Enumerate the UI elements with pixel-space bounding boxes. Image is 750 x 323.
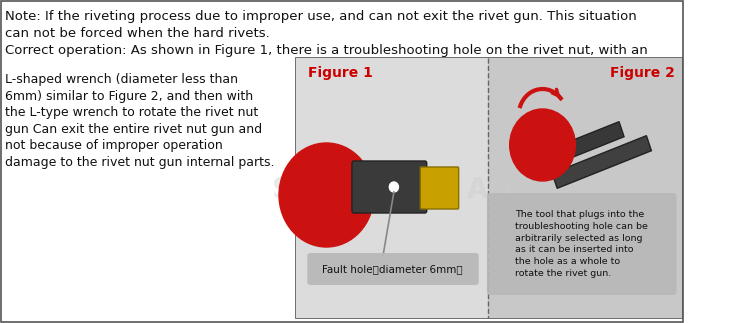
Text: Figure 2: Figure 2 (610, 66, 675, 80)
Text: 6mm) similar to Figure 2, and then with: 6mm) similar to Figure 2, and then with (5, 89, 254, 102)
Text: the L-type wrench to rotate the rivet nut: the L-type wrench to rotate the rivet nu… (5, 106, 259, 119)
Text: damage to the rivet nut gun internal parts.: damage to the rivet nut gun internal par… (5, 155, 275, 169)
FancyBboxPatch shape (352, 161, 427, 213)
Text: The tool that plugs into the
troubleshooting hole can be
arbitrarily selected as: The tool that plugs into the troubleshoo… (515, 210, 648, 278)
Text: Note: If the riveting process due to improper use, and can not exit the rivet gu: Note: If the riveting process due to imp… (5, 10, 638, 23)
Text: L-shaped wrench (diameter less than: L-shaped wrench (diameter less than (5, 73, 238, 86)
Bar (488, 58, 682, 318)
Text: not because of improper operation: not because of improper operation (5, 139, 223, 152)
Text: gun Can exit the entire rivet nut gun and: gun Can exit the entire rivet nut gun an… (5, 122, 262, 136)
Circle shape (510, 109, 575, 181)
FancyBboxPatch shape (308, 253, 478, 285)
Text: can not be forced when the hard rivets.: can not be forced when the hard rivets. (5, 27, 270, 40)
Polygon shape (552, 136, 652, 188)
Bar (296, 58, 488, 318)
Circle shape (389, 182, 398, 192)
Text: Figure 1: Figure 1 (308, 66, 373, 80)
FancyBboxPatch shape (487, 193, 676, 295)
Polygon shape (525, 122, 624, 174)
Text: Correct operation: As shown in Figure 1, there is a troubleshooting hole on the : Correct operation: As shown in Figure 1,… (5, 44, 648, 57)
FancyBboxPatch shape (420, 167, 459, 209)
Bar (296, 58, 682, 318)
Circle shape (279, 143, 374, 247)
Text: Fault hole（diameter 6mm）: Fault hole（diameter 6mm） (322, 264, 463, 274)
Text: SHENG  ITA  AQ: SHENG ITA AQ (272, 176, 512, 204)
